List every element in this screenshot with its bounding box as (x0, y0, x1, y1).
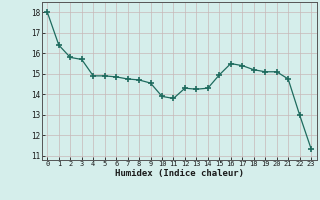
X-axis label: Humidex (Indice chaleur): Humidex (Indice chaleur) (115, 169, 244, 178)
